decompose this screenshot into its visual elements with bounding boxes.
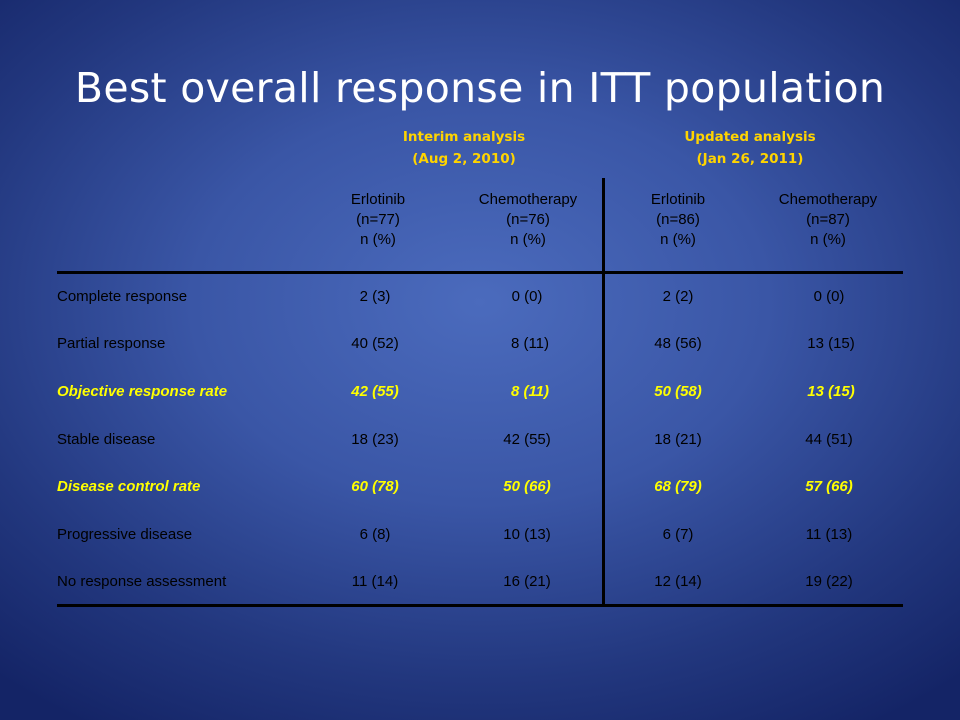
column-unit: n (%): [360, 231, 396, 248]
analysis-divider: [602, 178, 605, 606]
group-date: (Jan 26, 2011): [696, 151, 804, 167]
column-n: (n=87): [806, 211, 850, 228]
column-header-erlotinib-updated: Erlotinib (n=86) n (%): [603, 190, 753, 250]
table-cell: 0 (0): [511, 288, 543, 305]
table-cell: 13 (15): [807, 383, 855, 400]
row-label: Disease control rate: [57, 478, 201, 495]
table-cell: 8 (11): [510, 335, 550, 352]
group-name: Interim analysis: [402, 129, 526, 145]
table-cell: 0 (0): [813, 288, 845, 305]
column-n: (n=77): [356, 211, 400, 228]
column-name: Chemotherapy: [778, 191, 878, 208]
table-row-partial-response: Partial response 40 (52) 8 (11) 48 (56) …: [0, 335, 960, 357]
table-cell: 42 (55): [503, 431, 551, 448]
table-cell: 13 (15): [807, 335, 855, 352]
table-cell: 19 (22): [805, 573, 853, 590]
column-unit: n (%): [810, 231, 846, 248]
group-date: (Aug 2, 2010): [412, 151, 516, 167]
table-cell: 6 (8): [359, 526, 391, 543]
column-header-chemotherapy-interim: Chemotherapy (n=76) n (%): [453, 190, 603, 250]
group-header-updated: Updated analysis (Jan 26, 2011): [620, 126, 880, 170]
row-label: Objective response rate: [57, 383, 228, 400]
row-label: Partial response: [57, 335, 166, 352]
table-row-progressive-disease: Progressive disease 6 (8) 10 (13) 6 (7) …: [0, 526, 960, 548]
table-cell: 40 (52): [351, 335, 399, 352]
table-cell: 48 (56): [654, 335, 702, 352]
table-cell: 44 (51): [805, 431, 853, 448]
table-cell: 18 (23): [351, 431, 399, 448]
table-cell: 18 (21): [654, 431, 702, 448]
row-label: No response assessment: [57, 573, 227, 590]
table-cell: 6 (7): [662, 526, 694, 543]
column-name: Erlotinib: [650, 191, 706, 208]
table-cell: 50 (66): [503, 478, 551, 495]
table-cell: 57 (66): [805, 478, 853, 495]
table-row-no-response-assessment: No response assessment 11 (14) 16 (21) 1…: [0, 573, 960, 595]
table-row-objective-response-rate: Objective response rate 42 (55) 8 (11) 5…: [0, 383, 960, 405]
group-header-interim: Interim analysis (Aug 2, 2010): [334, 126, 594, 170]
column-unit: n (%): [510, 231, 546, 248]
table-cell: 8 (11): [510, 383, 550, 400]
column-header-erlotinib-interim: Erlotinib (n=77) n (%): [303, 190, 453, 250]
table-cell: 60 (78): [351, 478, 399, 495]
column-name: Chemotherapy: [478, 191, 578, 208]
table-cell: 2 (3): [359, 288, 391, 305]
table-cell: 16 (21): [503, 573, 551, 590]
table-cell: 2 (2): [662, 288, 694, 305]
row-label: Complete response: [57, 288, 188, 305]
table-row-disease-control-rate: Disease control rate 60 (78) 50 (66) 68 …: [0, 478, 960, 500]
column-n: (n=86): [656, 211, 700, 228]
table-cell: 11 (13): [805, 526, 853, 543]
table-cell: 12 (14): [654, 573, 702, 590]
table-cell: 68 (79): [654, 478, 702, 495]
group-name: Updated analysis: [684, 129, 816, 145]
table-cell: 42 (55): [351, 383, 399, 400]
table-row-stable-disease: Stable disease 18 (23) 42 (55) 18 (21) 4…: [0, 431, 960, 453]
column-unit: n (%): [660, 231, 696, 248]
column-name: Erlotinib: [350, 191, 406, 208]
slide-title: Best overall response in ITT population: [74, 64, 886, 112]
header-rule: [57, 271, 903, 274]
row-label: Progressive disease: [57, 526, 193, 543]
column-header-chemotherapy-updated: Chemotherapy (n=87) n (%): [753, 190, 903, 250]
column-n: (n=76): [506, 211, 550, 228]
table-cell: 11 (14): [351, 573, 399, 590]
table-row-complete-response: Complete response 2 (3) 0 (0) 2 (2) 0 (0…: [0, 288, 960, 310]
table-cell: 10 (13): [503, 526, 551, 543]
row-label: Stable disease: [57, 431, 156, 448]
bottom-rule: [57, 604, 903, 607]
table-cell: 50 (58): [654, 383, 702, 400]
